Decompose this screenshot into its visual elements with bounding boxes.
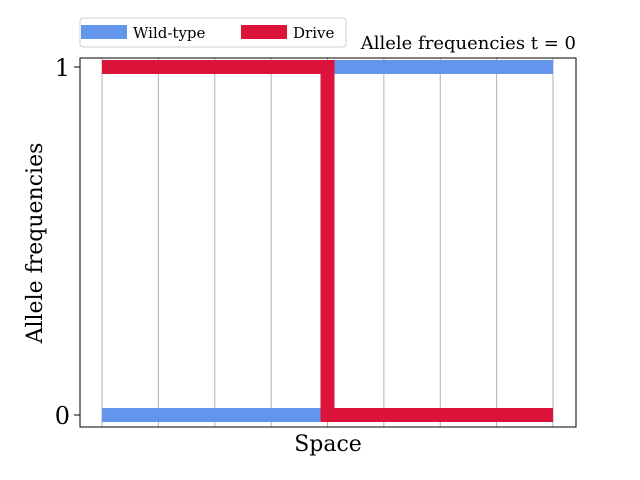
legend-swatch-drive bbox=[241, 25, 287, 39]
legend-entries: Wild-type Drive bbox=[81, 24, 334, 42]
legend-swatch-wild-type bbox=[81, 25, 127, 39]
y-axis-label: Allele frequencies bbox=[23, 143, 48, 345]
series-line-drive bbox=[102, 60, 553, 422]
series-lines bbox=[102, 60, 553, 422]
legend: Wild-type Drive bbox=[79, 17, 347, 48]
legend-label-drive: Drive bbox=[293, 24, 334, 42]
plot-frame bbox=[79, 57, 577, 428]
y-tick-label: 1 bbox=[55, 54, 70, 82]
chart-title: Allele frequencies t = 0 bbox=[360, 33, 576, 54]
x-axis-label: Space bbox=[294, 432, 362, 457]
y-ticks: 01 bbox=[55, 54, 80, 430]
legend-label-wild-type: Wild-type bbox=[133, 24, 206, 42]
y-tick-label: 0 bbox=[55, 402, 70, 430]
grid-lines bbox=[101, 58, 554, 427]
